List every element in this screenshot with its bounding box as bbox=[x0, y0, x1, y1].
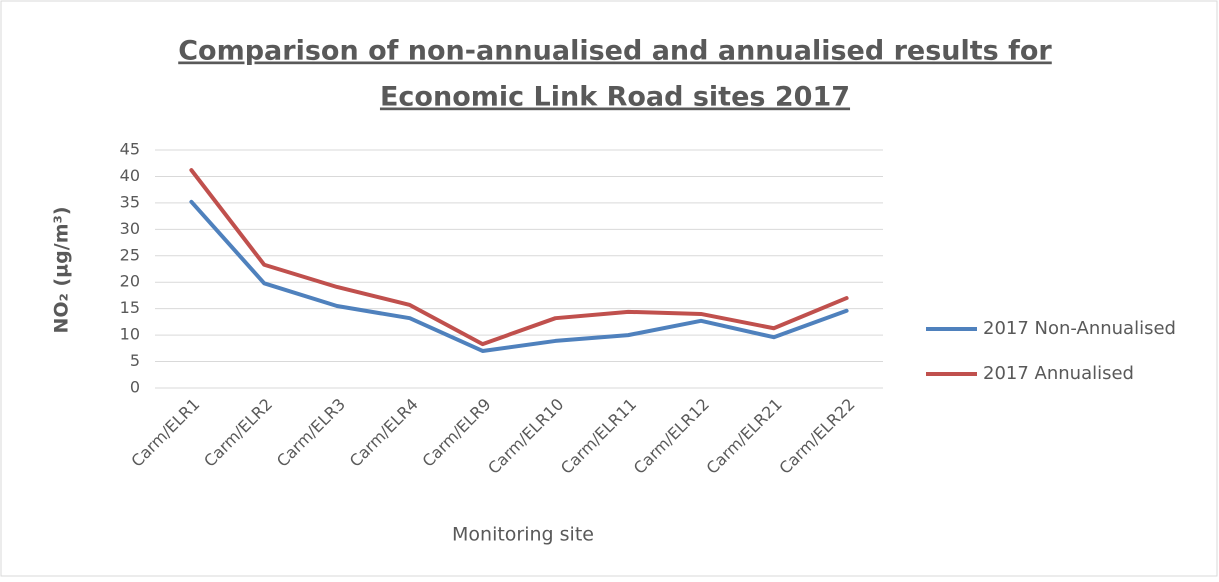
y-axis-title: NO₂ (µg/m³) bbox=[51, 207, 73, 334]
series-line bbox=[189, 199, 849, 353]
y-tick-label: 5 bbox=[130, 351, 140, 370]
chart-title: Comparison of non-annualised and annuali… bbox=[178, 36, 1052, 67]
y-tick-label: 25 bbox=[120, 245, 140, 264]
y-tick-label: 15 bbox=[120, 298, 140, 317]
series-line bbox=[189, 168, 849, 347]
legend-label: 2017 Annualised bbox=[983, 363, 1134, 384]
x-axis-title: Monitoring site bbox=[452, 524, 594, 546]
y-tick-label: 40 bbox=[120, 166, 140, 185]
chart-title: Economic Link Road sites 2017 bbox=[380, 82, 850, 113]
legend-label: 2017 Non-Annualised bbox=[983, 318, 1176, 339]
y-tick-label: 35 bbox=[120, 192, 140, 211]
y-tick-label: 10 bbox=[120, 325, 140, 344]
y-tick-label: 0 bbox=[130, 378, 140, 397]
y-tick-label: 45 bbox=[120, 140, 140, 159]
y-tick-label: 20 bbox=[120, 272, 140, 291]
y-tick-label: 30 bbox=[120, 219, 140, 238]
